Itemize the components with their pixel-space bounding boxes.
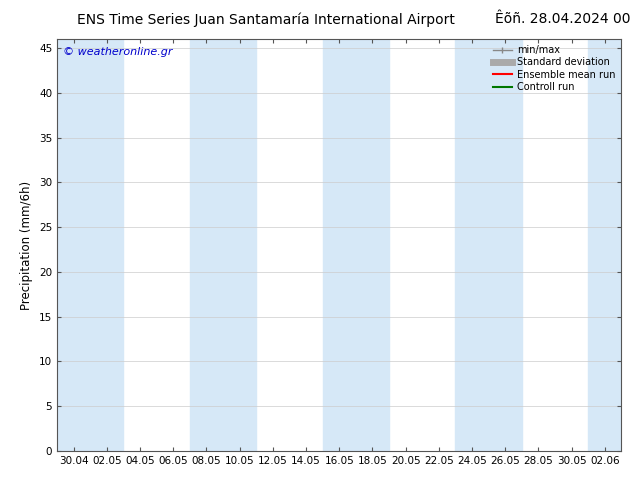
Bar [455, 39, 522, 451]
Legend: min/max, Standard deviation, Ensemble mean run, Controll run: min/max, Standard deviation, Ensemble me… [489, 41, 619, 96]
Text: © weatheronline.gr: © weatheronline.gr [63, 48, 172, 57]
Bar [323, 39, 389, 451]
Bar [190, 39, 256, 451]
Bar [57, 39, 124, 451]
Text: Êõñ. 28.04.2024 00 UTC: Êõñ. 28.04.2024 00 UTC [495, 12, 634, 26]
Text: ENS Time Series Juan Santamaría International Airport: ENS Time Series Juan Santamaría Internat… [77, 12, 455, 27]
Bar [588, 39, 621, 451]
Y-axis label: Precipitation (mm/6h): Precipitation (mm/6h) [20, 180, 34, 310]
